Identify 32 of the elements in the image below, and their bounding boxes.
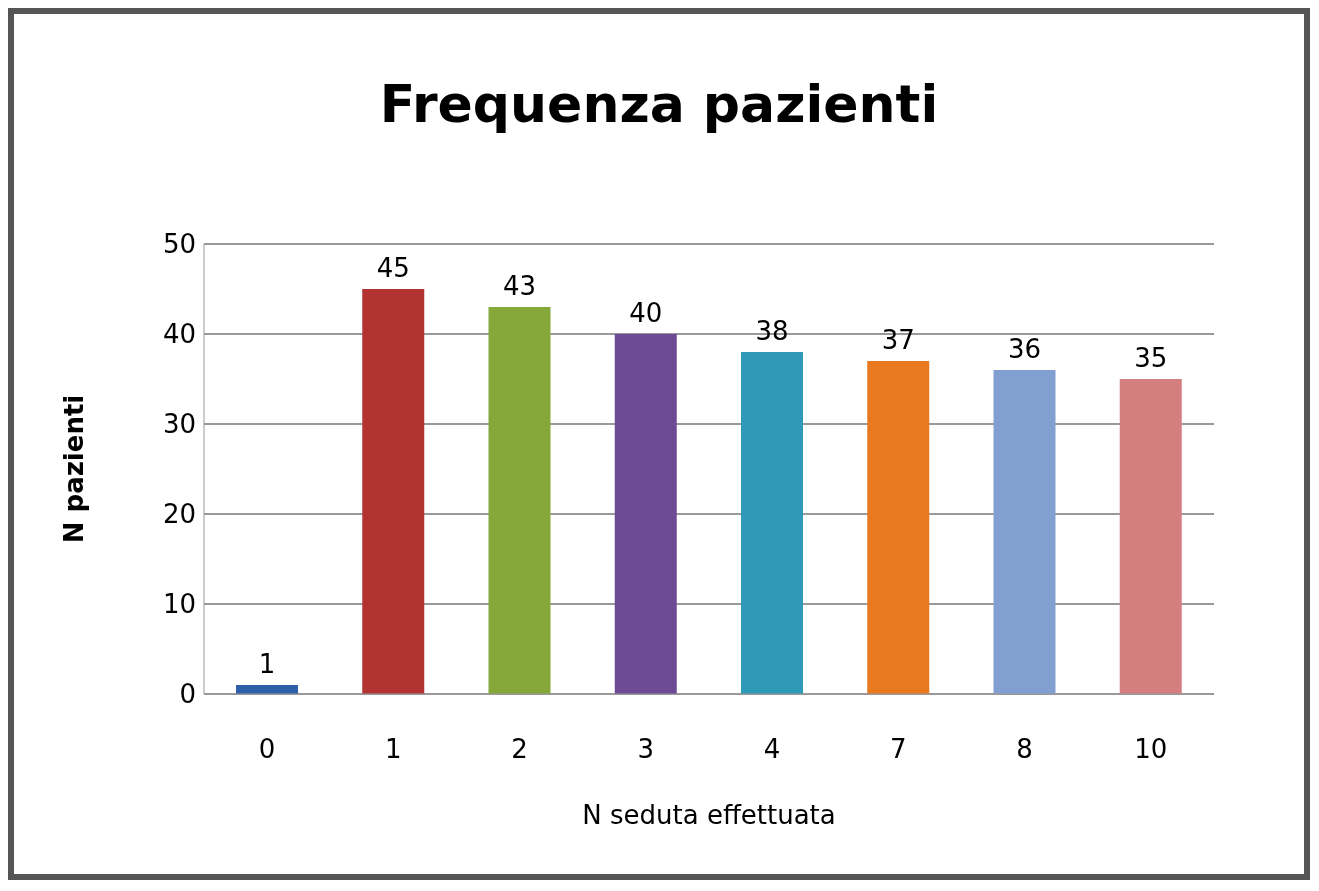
chart-title: Frequenza pazienti [378, 74, 940, 136]
data-label: 1 [258, 649, 276, 679]
x-tick-label: 8 [1016, 734, 1033, 765]
y-axis-title: N pazienti [59, 394, 90, 544]
data-label: 36 [1007, 334, 1042, 364]
bar [993, 370, 1056, 694]
y-tick-label: 50 [162, 229, 196, 260]
bar [741, 352, 803, 694]
data-label: 38 [755, 316, 789, 346]
y-tick-label: 40 [162, 319, 196, 350]
data-label: 35 [1134, 343, 1168, 373]
data-label: 37 [881, 325, 915, 355]
bar [867, 361, 930, 694]
data-label: 45 [376, 253, 410, 283]
x-tick-label: 7 [890, 734, 907, 765]
bar [488, 307, 551, 694]
bar [362, 289, 425, 694]
x-tick-label: 4 [763, 734, 781, 765]
x-tick-label: 10 [1134, 734, 1168, 765]
data-label: 43 [502, 271, 537, 301]
x-tick-label: 1 [385, 734, 402, 765]
x-tick-label: 3 [637, 734, 655, 765]
y-tick-label: 10 [162, 589, 196, 620]
bar [614, 334, 677, 694]
x-tick-label: 2 [511, 734, 528, 765]
y-tick-label: 20 [162, 499, 196, 530]
y-tick-label: 0 [179, 679, 196, 710]
y-tick-label: 30 [162, 409, 196, 440]
x-axis-title: N seduta effettuata [582, 800, 836, 830]
x-tick-label: 0 [258, 734, 276, 765]
data-label: 40 [629, 298, 663, 328]
bar [1119, 379, 1182, 694]
